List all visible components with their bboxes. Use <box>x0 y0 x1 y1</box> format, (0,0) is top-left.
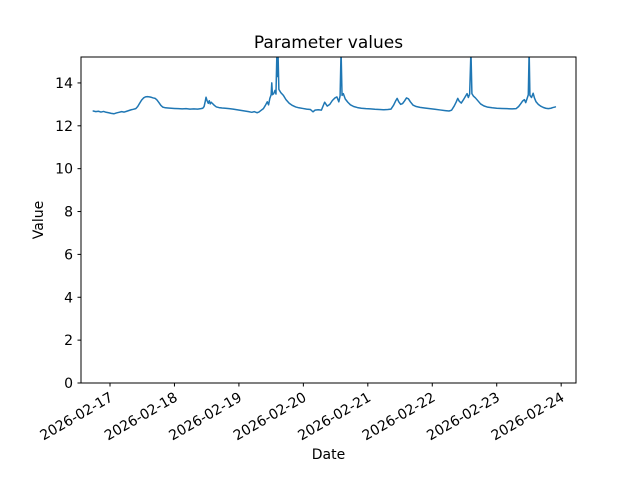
y-tick-label: 14 <box>55 76 73 92</box>
y-tick-label: 2 <box>64 333 73 349</box>
x-tick-label: 2026-02-24 <box>489 390 568 445</box>
y-tick-label: 0 <box>64 376 73 392</box>
axes-group: 024681012142026-02-172026-02-182026-02-1… <box>38 56 577 445</box>
series-line <box>92 57 557 115</box>
y-tick-label: 10 <box>55 162 73 178</box>
plot-frame <box>80 56 577 384</box>
y-tick-label: 6 <box>64 247 73 263</box>
y-tick-label: 8 <box>64 205 73 221</box>
y-tick-label: 4 <box>64 290 73 306</box>
y-tick-label: 12 <box>55 119 73 135</box>
x-axis-label: Date <box>311 447 346 463</box>
chart-title: Parameter values <box>253 33 404 53</box>
